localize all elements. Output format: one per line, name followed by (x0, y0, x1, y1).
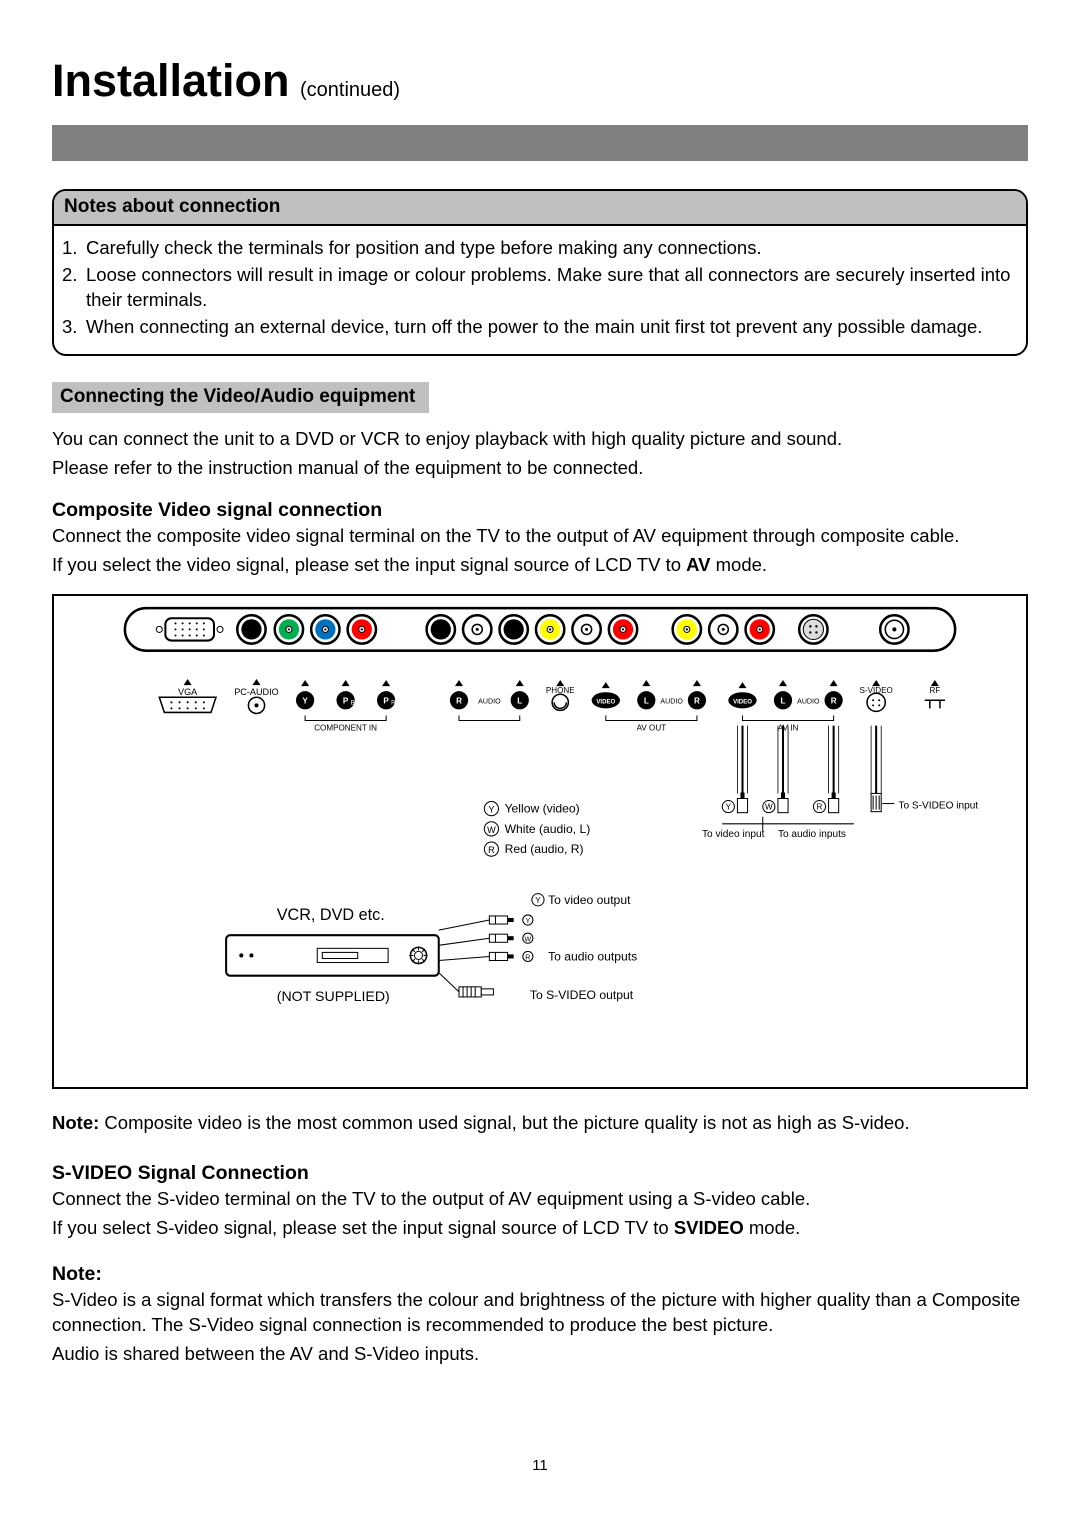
svg-text:W: W (765, 802, 773, 811)
svideo-heading: S-VIDEO Signal Connection (52, 1162, 1028, 1185)
page-number: 11 (52, 1457, 1028, 1474)
svideo-text: Connect the S-video terminal on the TV t… (52, 1187, 1028, 1212)
svg-text:AUDIO: AUDIO (797, 697, 820, 705)
svg-text:S-VIDEO: S-VIDEO (860, 686, 893, 695)
svg-text:Y: Y (525, 917, 530, 925)
svg-text:AUDIO: AUDIO (660, 697, 683, 705)
svg-text:PC-AUDIO: PC-AUDIO (234, 687, 279, 697)
svg-text:R: R (488, 845, 495, 855)
composite-text: If you select the video signal, please s… (52, 553, 1028, 578)
svg-text:Y: Y (535, 896, 541, 905)
svg-text:VIDEO: VIDEO (596, 699, 615, 705)
svg-text:B: B (351, 700, 355, 706)
title-sub: (continued) (300, 79, 400, 101)
svg-text:(NOT SUPPLIED): (NOT SUPPLIED) (277, 989, 390, 1005)
list-text: When connecting an external device, turn… (86, 315, 1018, 340)
svg-text:P: P (343, 696, 349, 705)
svg-text:To audio outputs: To audio outputs (548, 949, 637, 963)
svg-text:W: W (487, 825, 496, 835)
diagram-svg: VGAPC-AUDIOYPBPRCOMPONENT INRAUDIOLPHONE… (54, 596, 1026, 1082)
svg-text:To video input: To video input (702, 829, 765, 840)
svg-text:L: L (517, 696, 522, 705)
list-num: 1. (62, 236, 86, 261)
svg-text:P: P (383, 696, 389, 705)
section-bar (52, 125, 1028, 161)
notes-box: Notes about connection 1.Carefully check… (52, 189, 1028, 356)
list-num: 3. (62, 315, 86, 340)
notes-body: 1.Carefully check the terminals for posi… (54, 226, 1026, 354)
page-title: Installation (continued) (52, 55, 1028, 107)
svg-text:To S-VIDEO input: To S-VIDEO input (898, 800, 978, 811)
svg-text:R: R (817, 802, 823, 811)
svg-text:R: R (831, 696, 837, 705)
svg-text:Y: Y (726, 802, 732, 811)
svg-text:R: R (694, 696, 700, 705)
list-text: Loose connectors will result in image or… (86, 263, 1018, 313)
connection-diagram: VGAPC-AUDIOYPBPRCOMPONENT INRAUDIOLPHONE… (52, 594, 1028, 1089)
svg-text:L: L (644, 696, 649, 705)
svg-text:To audio inputs: To audio inputs (778, 829, 846, 840)
intro-text: Please refer to the instruction manual o… (52, 456, 1028, 481)
svg-text:Y: Y (488, 804, 494, 814)
svg-text:Red (audio, R): Red (audio, R) (505, 842, 584, 856)
note2-text: Audio is shared between the AV and S-Vid… (52, 1342, 1028, 1367)
composite-heading: Composite Video signal connection (52, 499, 1028, 522)
note-below: Note: Composite video is the most common… (52, 1111, 1028, 1136)
svg-text:RF: RF (929, 686, 940, 695)
svg-text:White (audio, L): White (audio, L) (505, 822, 591, 836)
svg-text:VGA: VGA (178, 687, 198, 697)
svg-text:AUDIO: AUDIO (478, 697, 501, 705)
svg-text:Yellow (video): Yellow (video) (505, 801, 580, 815)
svg-text:VCR, DVD etc.: VCR, DVD etc. (277, 906, 385, 924)
notes-header: Notes about connection (54, 191, 1026, 226)
list-num: 2. (62, 263, 86, 313)
svg-text:Y: Y (302, 696, 308, 705)
title-main: Installation (52, 55, 290, 106)
svg-text:VIDEO: VIDEO (733, 699, 752, 705)
svg-text:R: R (391, 700, 396, 706)
svg-text:To video output: To video output (548, 893, 631, 907)
svg-text:R: R (525, 953, 530, 961)
svg-text:R: R (456, 696, 462, 705)
intro-text: You can connect the unit to a DVD or VCR… (52, 427, 1028, 452)
sub-header: Connecting the Video/Audio equipment (52, 382, 429, 413)
svg-text:W: W (525, 935, 532, 943)
svg-text:PHONE: PHONE (546, 686, 575, 695)
composite-text: Connect the composite video signal termi… (52, 524, 1028, 549)
note2-label: Note: (52, 1263, 1028, 1286)
svideo-text: If you select S-video signal, please set… (52, 1216, 1028, 1241)
note2-text: S-Video is a signal format which transfe… (52, 1288, 1028, 1338)
svg-text:COMPONENT IN: COMPONENT IN (314, 723, 377, 732)
svg-text:AV OUT: AV OUT (637, 723, 667, 732)
list-text: Carefully check the terminals for positi… (86, 236, 1018, 261)
svg-text:To S-VIDEO output: To S-VIDEO output (530, 988, 634, 1002)
svg-text:L: L (781, 696, 786, 705)
